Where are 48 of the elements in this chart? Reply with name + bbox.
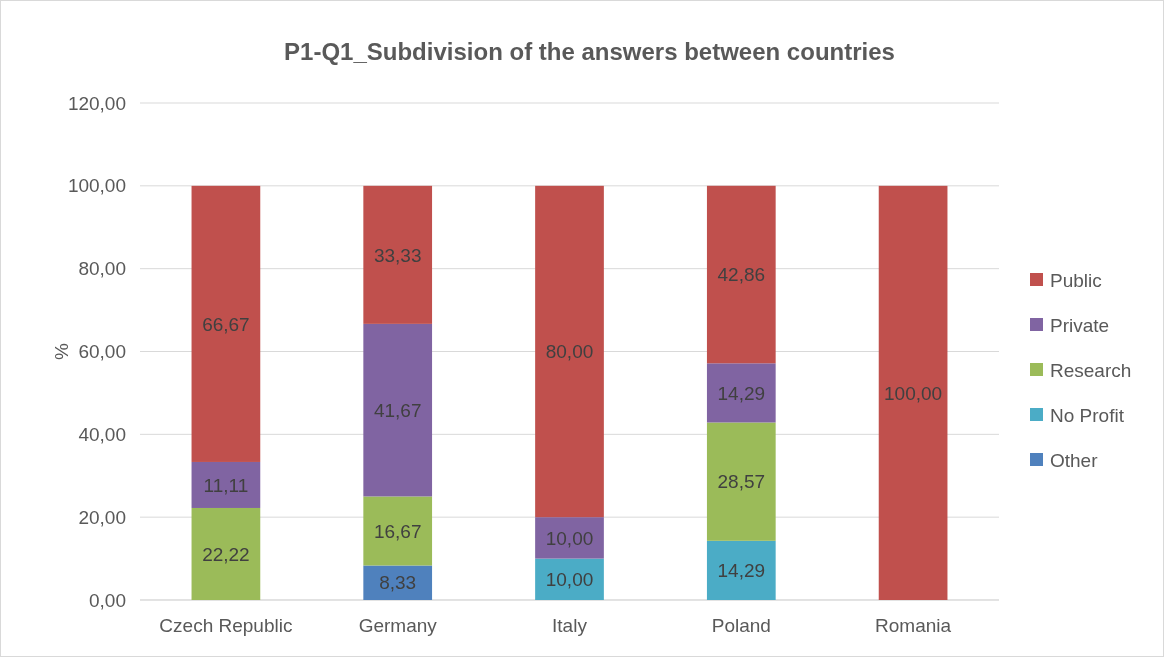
data-label: 14,29 [717, 382, 766, 404]
data-label: 80,00 [545, 341, 594, 363]
data-label: 100,00 [884, 382, 943, 404]
x-tick-label: Poland [711, 615, 771, 636]
bar [878, 185, 948, 600]
bar [191, 461, 261, 508]
x-tick-label: Czech Republic [159, 615, 293, 636]
data-label: 33,33 [373, 244, 422, 266]
y-tick-label: 0,00 [89, 589, 126, 611]
chart-title: P1-Q1_Subdivision of the answers between countries [284, 38, 895, 65]
bar [535, 185, 604, 518]
data-label: 66,67 [202, 313, 250, 335]
y-tick-label: 120,00 [67, 92, 126, 114]
legend-label: Private [1050, 314, 1110, 336]
bar [706, 185, 776, 364]
bar [535, 517, 604, 559]
data-label: 16,67 [373, 520, 422, 542]
y-tick-label: 80,00 [78, 258, 126, 280]
bar [363, 565, 433, 600]
data-label: 11,11 [203, 474, 249, 496]
bar [191, 507, 261, 600]
data-label: 8,33 [379, 572, 417, 594]
y-axis-title: % [51, 342, 72, 360]
x-tick-label: Germany [358, 615, 438, 636]
legend-label: Public [1050, 269, 1102, 291]
bar [363, 323, 433, 497]
data-label: 10,00 [545, 568, 594, 590]
bar [191, 185, 261, 462]
bar [706, 540, 776, 600]
y-tick-label: 100,00 [67, 175, 126, 197]
bar [363, 496, 433, 566]
bar [706, 363, 776, 423]
y-tick-label: 20,00 [78, 506, 126, 528]
y-tick-label: 60,00 [78, 341, 126, 363]
legend-label: No Profit [1050, 404, 1125, 426]
legend-label: Other [1050, 449, 1099, 471]
data-label: 28,57 [717, 471, 766, 493]
x-tick-label: Romania [875, 615, 952, 636]
bar [706, 422, 776, 541]
data-label: 42,86 [717, 264, 766, 286]
data-label: 10,00 [545, 527, 594, 549]
bar [363, 185, 433, 324]
data-label: 41,67 [373, 399, 422, 421]
legend-label: Research [1050, 359, 1132, 381]
data-label: 14,29 [717, 560, 766, 582]
y-tick-label: 40,00 [78, 423, 126, 445]
x-tick-label: Italy [552, 615, 588, 636]
data-label: 22,22 [202, 543, 250, 565]
